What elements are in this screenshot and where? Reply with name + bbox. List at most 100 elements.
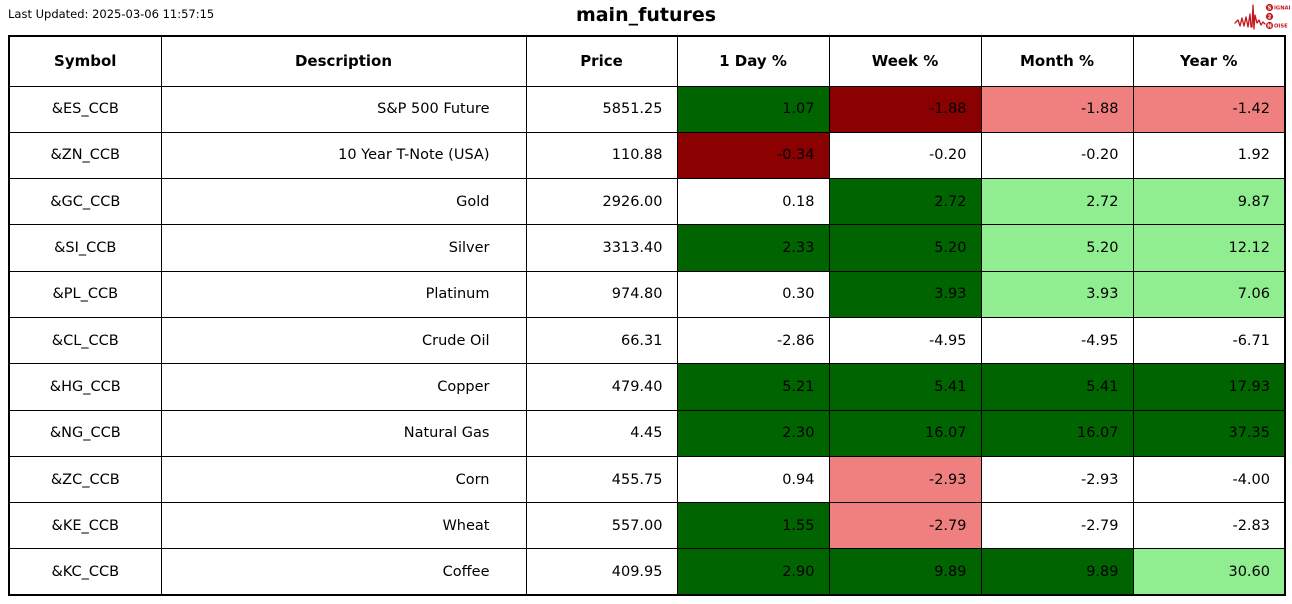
pct-cell-year: 37.35	[1132, 409, 1286, 457]
table-row: &ZC_CCB Corn 455.75 0.94 -2.93 -2.93 -4.…	[8, 455, 1286, 504]
logo-text-noise: OISE	[1274, 24, 1288, 30]
pct-cell-week: -0.20	[828, 131, 982, 180]
pct-cell-month: 3.93	[980, 270, 1134, 318]
pct-cell-year: 12.12	[1132, 224, 1286, 272]
pct-cell-month: 5.20	[980, 224, 1134, 272]
column-header-week: Week %	[828, 35, 982, 87]
pct-cell-week: 5.20	[828, 224, 982, 272]
pct-cell-month: -4.95	[980, 316, 1134, 365]
symbol-cell: &ES_CCB	[8, 85, 162, 133]
description-cell: Coffee	[160, 548, 527, 596]
pct-cell-week: -1.88	[828, 85, 982, 133]
table-row: &HG_CCB Copper 479.40 5.21 5.41 5.41 17.…	[8, 363, 1286, 411]
symbol-cell: &KC_CCB	[8, 548, 162, 596]
price-cell: 557.00	[525, 502, 678, 550]
page-title: main_futures	[575, 4, 717, 26]
logo-digit-2: 2	[1268, 15, 1272, 21]
price-cell: 66.31	[525, 316, 678, 365]
price-cell: 4.45	[525, 409, 678, 457]
pct-cell-week: 3.93	[828, 270, 982, 318]
price-cell: 409.95	[525, 548, 678, 596]
description-cell: Silver	[160, 224, 527, 272]
symbol-cell: &NG_CCB	[8, 409, 162, 457]
pct-cell-month: -2.93	[980, 455, 1134, 504]
price-cell: 974.80	[525, 270, 678, 318]
table-row: &ZN_CCB 10 Year T-Note (USA) 110.88 -0.3…	[8, 131, 1286, 180]
column-header-price: Price	[525, 35, 678, 87]
table-row: &PL_CCB Platinum 974.80 0.30 3.93 3.93 7…	[8, 270, 1286, 318]
waveform-icon	[1234, 4, 1266, 30]
pct-cell-month: 5.41	[980, 363, 1134, 411]
symbol-cell: &CL_CCB	[8, 316, 162, 365]
description-cell: Crude Oil	[160, 316, 527, 365]
pct-cell-month: -1.88	[980, 85, 1134, 133]
pct-cell-month: 9.89	[980, 548, 1134, 596]
symbol-cell: &GC_CCB	[8, 178, 162, 226]
pct-cell-year: 7.06	[1132, 270, 1286, 318]
last-updated-label: Last Updated: 2025-03-06 11:57:15	[8, 7, 215, 21]
pct-cell-year: -4.00	[1132, 455, 1286, 504]
pct-cell-1day: 0.18	[676, 178, 830, 226]
table-row: &CL_CCB Crude Oil 66.31 -2.86 -4.95 -4.9…	[8, 316, 1286, 365]
pct-cell-1day: 0.94	[676, 455, 830, 504]
pct-cell-1day: -0.34	[676, 131, 830, 180]
logo-wordmark: S IGNAL 2 N OISE	[1265, 3, 1290, 30]
pct-cell-week: -2.93	[828, 455, 982, 504]
description-cell: S&P 500 Future	[160, 85, 527, 133]
price-cell: 2926.00	[525, 178, 678, 226]
table-row: &ES_CCB S&P 500 Future 5851.25 1.07 -1.8…	[8, 85, 1286, 133]
price-cell: 110.88	[525, 131, 678, 180]
pct-cell-year: 1.92	[1132, 131, 1286, 180]
pct-cell-month: 2.72	[980, 178, 1134, 226]
pct-cell-week: 16.07	[828, 409, 982, 457]
column-header-symbol: Symbol	[8, 35, 162, 87]
pct-cell-week: 9.89	[828, 548, 982, 596]
table-row: &GC_CCB Gold 2926.00 0.18 2.72 2.72 9.87	[8, 178, 1286, 226]
pct-cell-month: -0.20	[980, 131, 1134, 180]
futures-table: Symbol Description Price 1 Day % Week % …	[8, 35, 1286, 597]
table-row: &KC_CCB Coffee 409.95 2.90 9.89 9.89 30.…	[8, 548, 1286, 596]
description-cell: Gold	[160, 178, 527, 226]
pct-cell-1day: 1.07	[676, 85, 830, 133]
table-row: &KE_CCB Wheat 557.00 1.55 -2.79 -2.79 -2…	[8, 502, 1286, 550]
pct-cell-year: -2.83	[1132, 502, 1286, 550]
price-cell: 3313.40	[525, 224, 678, 272]
price-cell: 479.40	[525, 363, 678, 411]
pct-cell-month: -2.79	[980, 502, 1134, 550]
logo-text-signal: IGNAL	[1274, 6, 1290, 12]
pct-cell-1day: 5.21	[676, 363, 830, 411]
column-header-month: Month %	[980, 35, 1134, 87]
pct-cell-month: 16.07	[980, 409, 1134, 457]
pct-cell-year: 17.93	[1132, 363, 1286, 411]
pct-cell-1day: 1.55	[676, 502, 830, 550]
pct-cell-1day: 2.33	[676, 224, 830, 272]
description-cell: 10 Year T-Note (USA)	[160, 131, 527, 180]
description-cell: Platinum	[160, 270, 527, 318]
symbol-cell: &ZN_CCB	[8, 131, 162, 180]
description-cell: Wheat	[160, 502, 527, 550]
pct-cell-week: -2.79	[828, 502, 982, 550]
price-cell: 5851.25	[525, 85, 678, 133]
description-cell: Natural Gas	[160, 409, 527, 457]
pct-cell-week: -4.95	[828, 316, 982, 365]
column-header-description: Description	[160, 35, 527, 87]
pct-cell-year: 30.60	[1132, 548, 1286, 596]
table-body: &ES_CCB S&P 500 Future 5851.25 1.07 -1.8…	[8, 85, 1286, 596]
symbol-cell: &HG_CCB	[8, 363, 162, 411]
logo-letter-s: S	[1267, 6, 1271, 12]
pct-cell-1day: 0.30	[676, 270, 830, 318]
pct-cell-1day: 2.30	[676, 409, 830, 457]
pct-cell-year: -1.42	[1132, 85, 1286, 133]
symbol-cell: &PL_CCB	[8, 270, 162, 318]
column-header-year: Year %	[1132, 35, 1286, 87]
table-row: &NG_CCB Natural Gas 4.45 2.30 16.07 16.0…	[8, 409, 1286, 457]
description-cell: Corn	[160, 455, 527, 504]
symbol-cell: &ZC_CCB	[8, 455, 162, 504]
pct-cell-year: 9.87	[1132, 178, 1286, 226]
description-cell: Copper	[160, 363, 527, 411]
pct-cell-week: 2.72	[828, 178, 982, 226]
table-row: &SI_CCB Silver 3313.40 2.33 5.20 5.20 12…	[8, 224, 1286, 272]
pct-cell-1day: -2.86	[676, 316, 830, 365]
column-header-1day: 1 Day %	[676, 35, 830, 87]
